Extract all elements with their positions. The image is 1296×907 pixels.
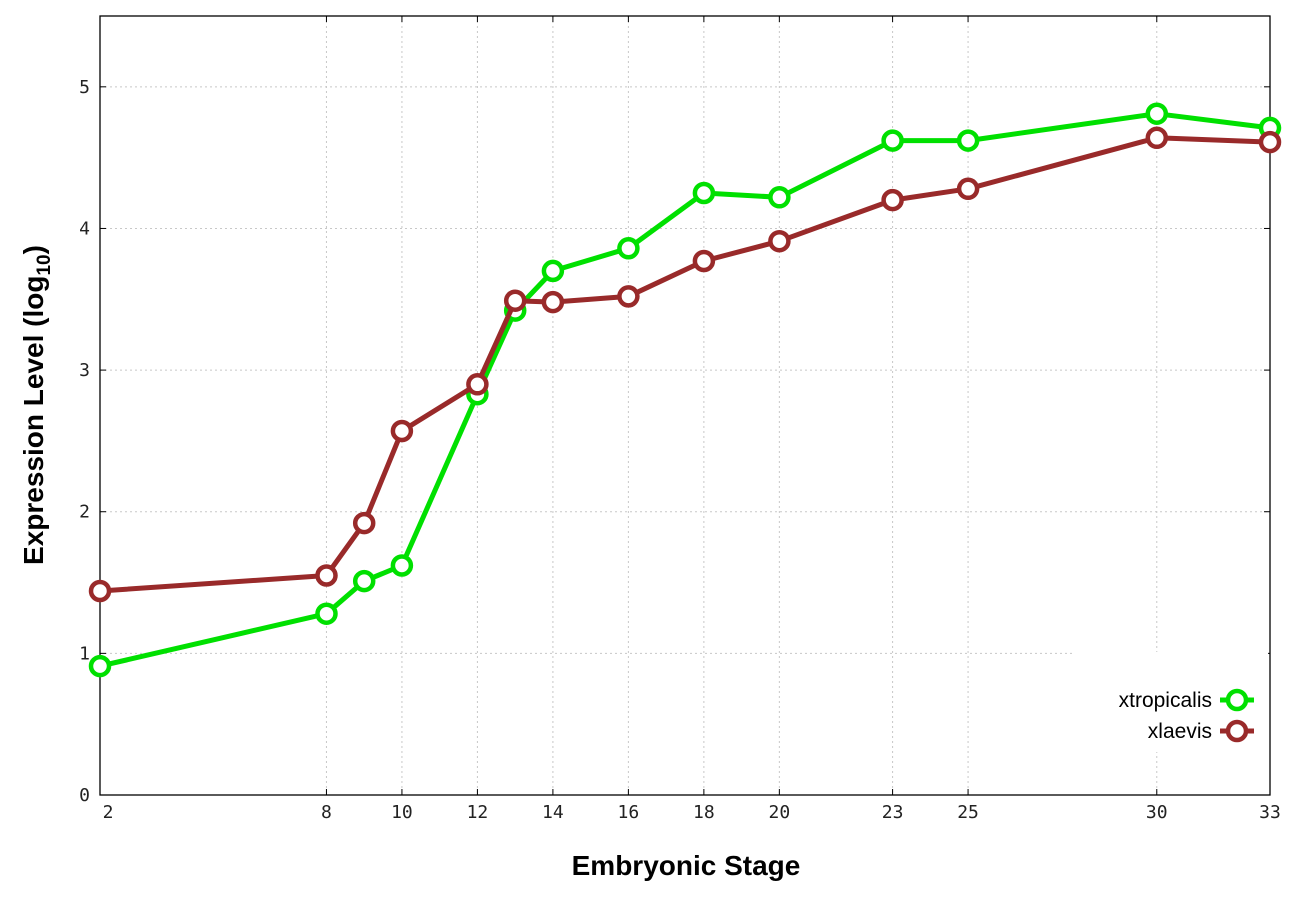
data-point	[88, 654, 112, 678]
data-point	[881, 129, 904, 152]
data-point	[617, 285, 640, 308]
x-tick-label: 20	[769, 802, 791, 823]
x-tick-label: 8	[321, 802, 332, 823]
data-point	[541, 259, 565, 283]
data-point	[956, 177, 980, 201]
x-axis-title: Embryonic Stage	[572, 850, 801, 881]
y-tick-label: 0	[79, 785, 90, 806]
y-tick-label: 3	[79, 360, 90, 381]
series-xtropicalis	[88, 102, 1282, 678]
data-point	[1258, 130, 1282, 154]
data-point	[1145, 126, 1169, 150]
y-axis-title-close: )	[18, 245, 49, 254]
data-point	[692, 181, 716, 205]
x-tick-label: 33	[1259, 802, 1281, 823]
y-tick-label: 5	[79, 77, 90, 98]
data-point	[956, 129, 980, 152]
x-tick-label: 23	[882, 802, 904, 823]
legend-item: xlaevis	[1148, 719, 1254, 743]
data-point	[315, 564, 338, 587]
data-point	[390, 419, 414, 443]
series-line	[97, 135, 1273, 594]
legend-label: xlaevis	[1148, 720, 1212, 743]
data-point	[768, 229, 791, 253]
x-tick-label: 14	[542, 802, 564, 823]
legend-label: xtropicalis	[1119, 689, 1212, 712]
y-tick-label: 1	[79, 643, 90, 664]
data-point	[466, 373, 489, 396]
x-tick-label: 30	[1146, 802, 1168, 823]
legend-marker	[1225, 688, 1249, 712]
data-point	[390, 554, 414, 577]
data-point	[352, 569, 376, 593]
data-point	[768, 186, 791, 209]
data-point	[881, 188, 904, 212]
data-point	[617, 237, 640, 260]
y-axis-title-main: Expression Level (log	[18, 276, 49, 565]
series-line	[97, 111, 1273, 669]
data-point	[1145, 102, 1169, 125]
data-point	[352, 511, 376, 535]
data-point	[315, 602, 338, 625]
legend-item: xtropicalis	[1119, 688, 1254, 712]
plot-frame	[99, 15, 1271, 796]
legend-marker	[1225, 719, 1249, 743]
legend: xtropicalis xlaevis	[1072, 652, 1268, 752]
data-point	[541, 290, 565, 314]
y-axis-title: Expression Level (log10)	[18, 245, 55, 565]
x-tick-label: 16	[618, 802, 640, 823]
y-tick-label: 2	[79, 502, 90, 523]
y-axis-title-subscript: 10	[34, 254, 55, 275]
x-tick-label: 10	[391, 802, 413, 823]
x-tick-label: 2	[103, 802, 114, 823]
data-point	[88, 579, 112, 603]
series-xlaevis	[88, 126, 1282, 603]
x-tick-label: 18	[693, 802, 715, 823]
y-tick-label: 4	[79, 218, 90, 239]
x-tick-label: 25	[957, 802, 979, 823]
data-point	[503, 289, 527, 312]
data-point	[692, 249, 716, 273]
series-layer	[88, 102, 1282, 678]
x-tick-label: 12	[467, 802, 489, 823]
